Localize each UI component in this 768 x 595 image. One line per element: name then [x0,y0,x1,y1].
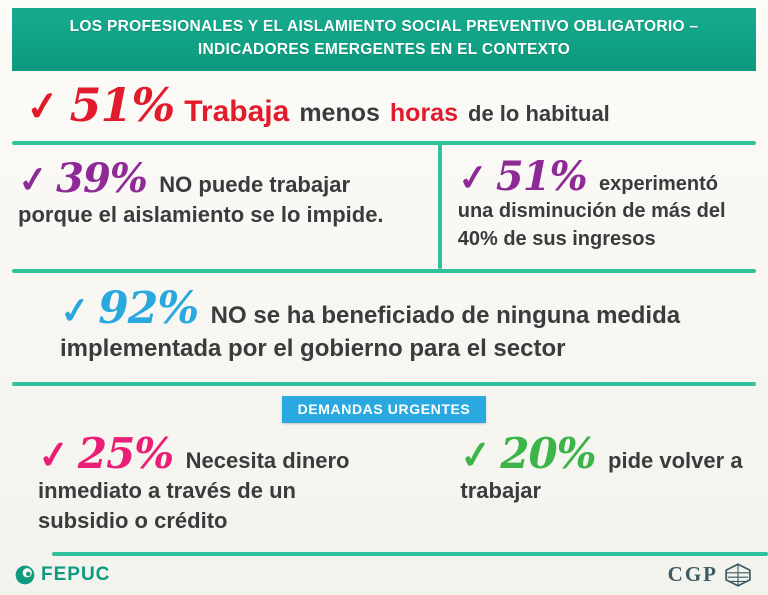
cgp-logo-icon [725,562,751,587]
stat-text: NO puede trabajar porque el aislamiento … [18,171,384,227]
fepuc-logo-icon [15,565,35,584]
stat-needs-money: ✓ 25% Necesita dinero inmediato a través … [0,429,422,537]
cgp-logo: CGP [668,562,752,587]
stat-text: experimentó una disminución de más del 4… [457,172,726,250]
stat-works-fewer-hours: ✓ 51% Trabaja menos horas de lo habitual [0,71,768,141]
check-icon: ✓ [57,288,93,333]
title-line-1: LOS PROFESIONALES Y EL AISLAMIENTO SOCIA… [69,18,699,35]
check-icon: ✓ [15,157,51,201]
urgent-demands-stats: ✓ 25% Necesita dinero inmediato a través … [0,429,768,537]
stat-text: Necesita dinero inmediato a través de un… [38,447,350,534]
stat-text-segment: menos [299,98,380,127]
check-icon: ✓ [35,432,72,479]
footer: FEPUC CGP [0,552,768,595]
stat-percentage: 25% [77,428,174,478]
horizontal-divider [12,381,756,386]
check-icon: ✓ [458,432,495,479]
stat-percentage: 20% [500,428,596,478]
stat-percentage: 51% [495,152,588,200]
horizontal-divider [12,140,756,145]
stat-text-segment: de lo habitual [468,100,610,126]
title-banner: LOS PROFESIONALES Y EL AISLAMIENTO SOCIA… [12,8,756,71]
urgent-demands-section: DEMANDAS URGENTES [0,395,768,423]
stat-text-segment: Trabaja [184,94,290,128]
urgent-demands-badge: DEMANDAS URGENTES [281,395,487,423]
fepuc-logo: FEPUC [14,564,110,586]
check-icon: ✓ [23,82,62,131]
cgp-logo-text: CGP [667,562,718,586]
fepuc-logo-text: FEPUC [41,563,111,585]
horizontal-divider [12,269,756,274]
stat-percentage: 92% [98,283,199,335]
horizontal-divider [52,552,768,556]
stat-cannot-work: ✓ 39% NO puede trabajar porque el aislami… [0,155,438,254]
title-line-2: INDICADORES EMERGENTES EN EL CONTEXTO [197,41,571,59]
stat-income-drop: ✓ 51% experimentó una disminución de más … [438,155,768,254]
stat-text-segment: horas [389,98,458,127]
stat-text: pide volver a trabajar [460,447,743,503]
stat-percentage: 39% [56,154,148,202]
stat-no-government-benefit: ✓ 92% NO se ha beneficiado de ninguna med… [0,273,768,381]
check-icon: ✓ [455,155,490,199]
vertical-divider [437,142,442,270]
stat-percentage: 51% [69,77,176,132]
two-column-stats: ✓ 39% NO puede trabajar porque el aislami… [0,142,768,270]
stat-back-to-work: ✓ 20% pide volver a trabajar [422,429,768,537]
stat-text: NO se ha beneficiado de ninguna medida i… [60,302,681,363]
